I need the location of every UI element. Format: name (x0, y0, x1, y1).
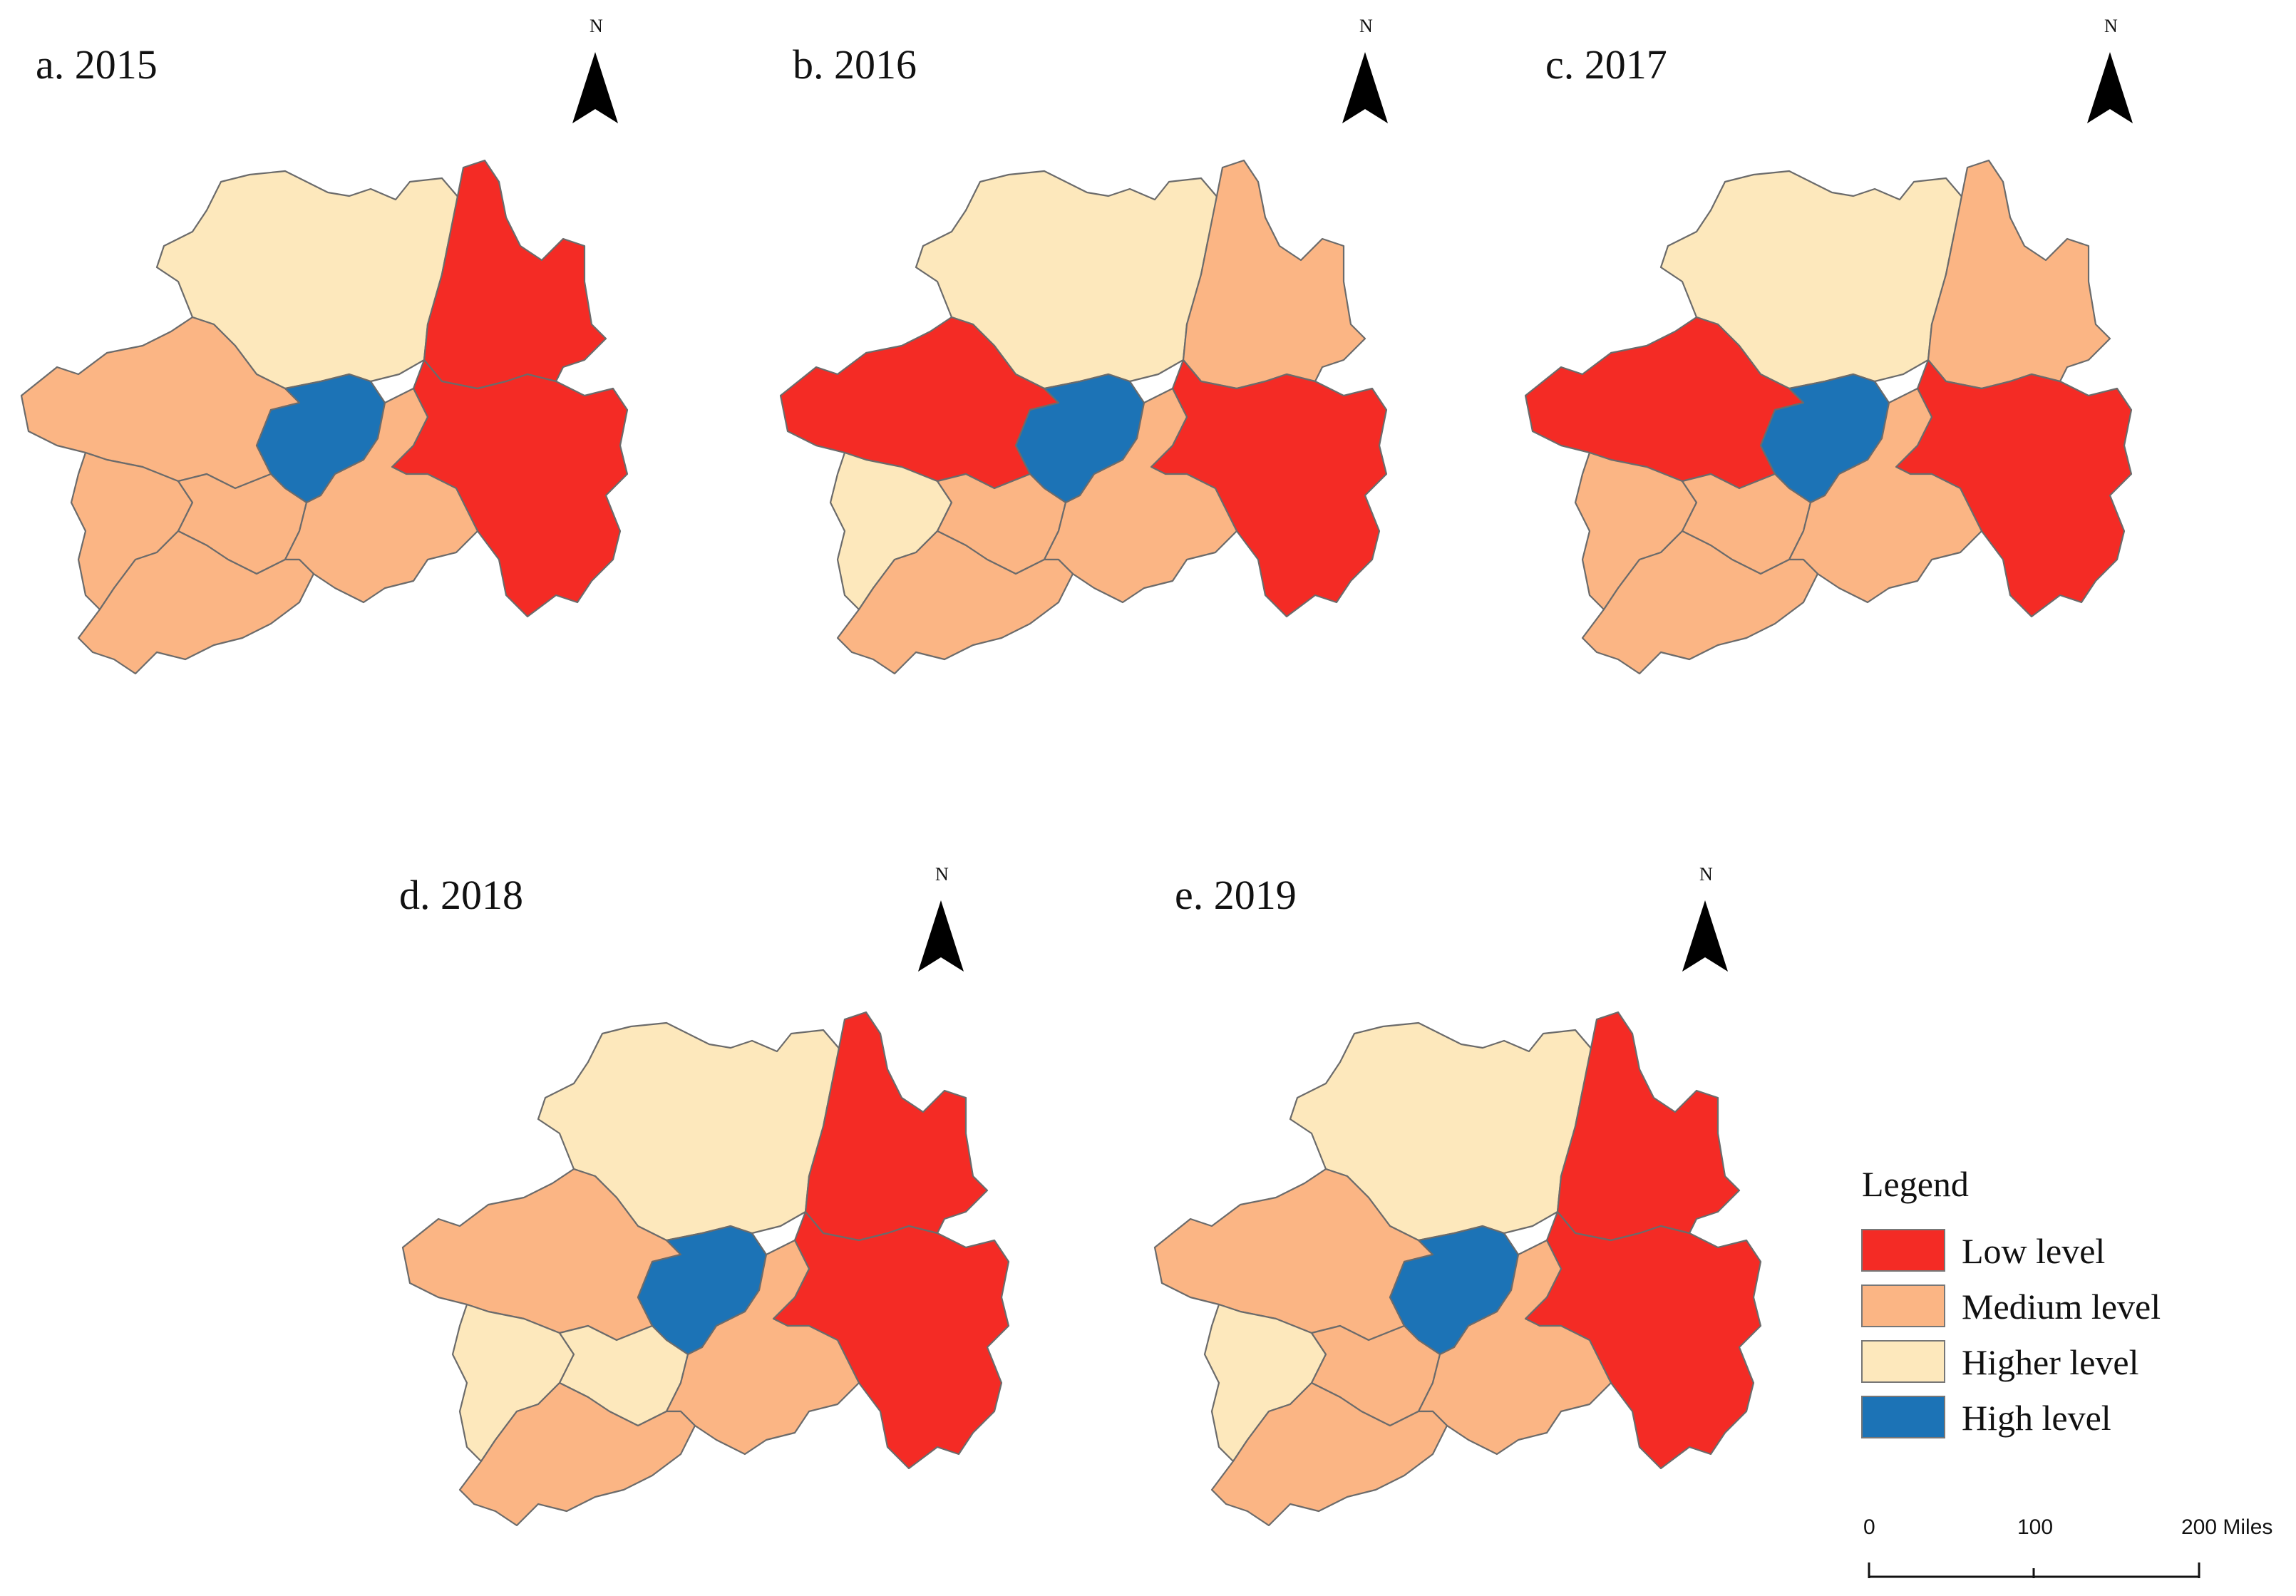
north-label: N (590, 16, 603, 36)
province-map (779, 159, 1388, 675)
province-map (401, 1011, 1010, 1527)
legend-label-high: High level (1962, 1398, 2111, 1438)
legend-swatch-medium (1861, 1284, 1945, 1327)
north-arrow-icon: N (572, 16, 618, 123)
legend-swatch-high (1861, 1396, 1945, 1438)
map-panel-1: a. 2015 N (20, 16, 629, 675)
legend-label-low: Low level (1962, 1231, 2105, 1271)
north-arrow-icon: N (1682, 864, 1728, 972)
panel-title: d. 2018 (399, 872, 523, 918)
scale-label-0: 0 (1863, 1515, 1875, 1539)
legend-swatch-low (1861, 1229, 1945, 1272)
legend: Legend Low level Medium level Higher level… (1861, 1164, 2161, 1438)
province-map (1153, 1011, 1762, 1527)
north-arrow-icon: N (2087, 16, 2133, 123)
legend-title: Legend (1862, 1164, 1969, 1204)
north-arrow-icon: N (1342, 16, 1388, 123)
province-map (20, 159, 629, 675)
map-panel-5: e. 2019 N (1153, 864, 1762, 1527)
panel-title: c. 2017 (1545, 41, 1667, 88)
legend-label-medium: Medium level (1962, 1287, 2161, 1327)
panel-title: b. 2016 (793, 41, 917, 88)
north-label: N (2104, 16, 2118, 36)
scale-label-200: 200 Miles (2181, 1515, 2272, 1539)
north-arrow-icon: N (918, 864, 964, 972)
legend-swatch-higher (1861, 1340, 1945, 1383)
map-panel-4: d. 2018 N (399, 864, 1010, 1527)
scale-label-100: 100 (2017, 1515, 2053, 1539)
map-panel-3: c. 2017 N (1524, 16, 2133, 675)
panel-title: e. 2019 (1175, 872, 1297, 918)
north-label: N (1699, 864, 1713, 885)
panel-title: a. 2015 (36, 41, 158, 88)
map-panel-2: b. 2016 N (779, 16, 1388, 675)
north-label: N (1359, 16, 1373, 36)
legend-label-higher: Higher level (1962, 1342, 2139, 1382)
province-map (1524, 159, 2133, 675)
scale-bar: 0 100 200 Miles (1863, 1515, 2272, 1578)
north-label: N (935, 864, 949, 885)
